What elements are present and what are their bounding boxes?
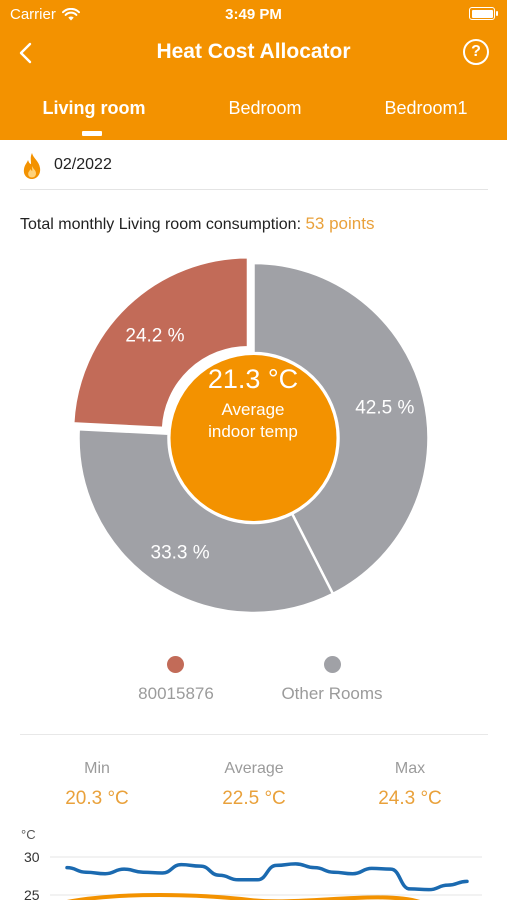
chevron-left-icon	[19, 42, 32, 64]
average-temp-label-1: Average	[221, 400, 285, 419]
stat-min: Min 20.3 °C	[27, 760, 167, 810]
tab-bedroom[interactable]: Bedroom	[228, 98, 302, 118]
legend-label-other-rooms: Other Rooms	[281, 684, 383, 703]
axis-unit-label: °C	[21, 827, 36, 842]
temperature-stats: Min 20.3 °C Average 22.5 °C Max 24.3 °C	[0, 760, 507, 820]
donut-center: 21.3 °C Average indoor temp	[170, 358, 336, 498]
donut-slice-1	[252, 261, 430, 596]
status-time: 3:49 PM	[225, 6, 282, 23]
stat-average: Average 22.5 °C	[184, 760, 324, 810]
stat-max-label: Max	[394, 760, 426, 777]
tab-living-room[interactable]: Living room	[42, 98, 146, 118]
average-temp-value: 21.3 °C	[207, 364, 299, 394]
y-tick-label-0: 30	[24, 849, 40, 865]
page-title: Heat Cost Allocator	[156, 40, 351, 63]
temperature-line-chart: °C 30 25	[21, 827, 482, 900]
active-tab-indicator	[82, 131, 102, 136]
wifi-icon	[61, 8, 80, 21]
flame-icon	[23, 153, 41, 179]
total-consumption-value: 53 points	[305, 214, 375, 233]
period-selector[interactable]: 02/2022	[20, 150, 488, 190]
stat-min-value: 20.3 °C	[65, 788, 129, 809]
donut-slice-label-1: 42.5 %	[355, 397, 414, 418]
legend-label-this-room: 80015876	[138, 684, 214, 703]
donut-slice-label-0: 24.2 %	[125, 325, 184, 346]
total-consumption: Total monthly Living room consumption: 5…	[20, 214, 374, 234]
status-left: Carrier	[10, 6, 80, 23]
carrier-label: Carrier	[10, 6, 56, 23]
room-tabs: Living room Bedroom Bedroom1	[0, 86, 507, 140]
help-button[interactable]: ?	[463, 39, 489, 65]
chart-legend: 80015876 Other Rooms	[0, 650, 507, 710]
header-bar: Carrier 3:49 PM Heat Cost Allocator ? Li…	[0, 0, 507, 140]
stat-average-value: 22.5 °C	[222, 788, 286, 809]
secondary-line	[66, 893, 421, 900]
section-divider	[20, 734, 488, 735]
status-bar: Carrier 3:49 PM	[0, 0, 507, 28]
stat-max: Max 24.3 °C	[340, 760, 480, 810]
stat-max-value: 24.3 °C	[378, 788, 442, 809]
donut-slice-label-2: 33.3 %	[151, 542, 210, 563]
battery-icon	[469, 7, 498, 20]
donut-center-circle	[170, 355, 337, 521]
back-button[interactable]	[12, 38, 42, 68]
legend-dot-other-rooms	[324, 656, 341, 673]
legend-dot-this-room	[167, 656, 184, 673]
consumption-donut-chart: 24.2 % 42.5 % 33.3 %	[71, 255, 430, 615]
y-tick-label-1: 25	[24, 887, 40, 900]
period-label: 02/2022	[54, 156, 112, 173]
total-consumption-label: Total monthly Living room consumption:	[20, 216, 306, 233]
donut-slice-2	[77, 427, 335, 615]
help-icon: ?	[471, 43, 481, 60]
nav-bar: Heat Cost Allocator ?	[0, 30, 507, 74]
stat-average-label: Average	[224, 760, 284, 777]
average-temp-label-2: indoor temp	[208, 422, 298, 441]
stat-min-label: Min	[84, 760, 110, 777]
temperature-line	[65, 862, 469, 892]
tab-bedroom1[interactable]: Bedroom1	[384, 98, 468, 118]
donut-slice-0	[71, 255, 250, 430]
